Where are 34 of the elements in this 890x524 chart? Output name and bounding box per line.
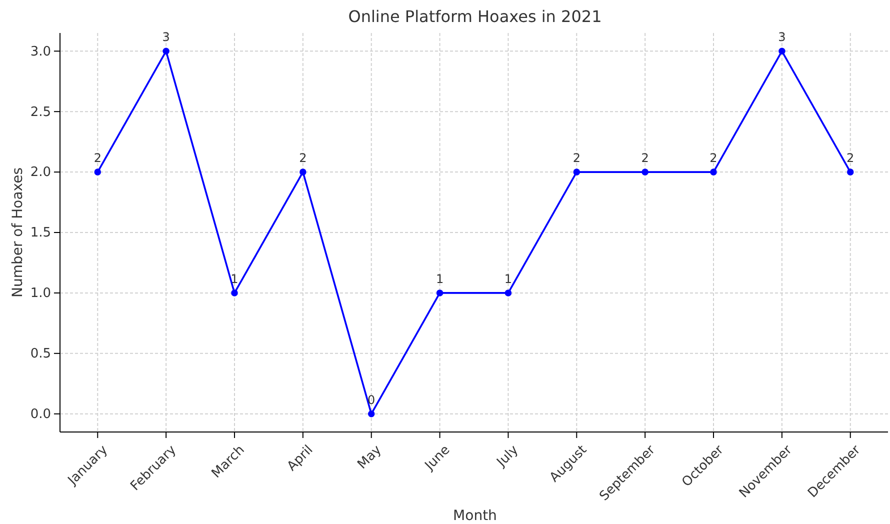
y-tick-label: 3.0 xyxy=(30,44,51,60)
y-tick-label: 0.0 xyxy=(30,407,51,422)
y-tick-label: 2.0 xyxy=(30,165,51,180)
y-axis-title: Number of Hoaxes xyxy=(10,167,26,298)
data-label: 1 xyxy=(230,272,238,286)
data-label: 2 xyxy=(299,151,307,166)
point xyxy=(778,48,786,55)
data-label: 1 xyxy=(436,272,444,286)
point xyxy=(436,290,444,296)
data-label: 2 xyxy=(94,151,102,166)
chart-title: Online Platform Hoaxes in 2021 xyxy=(348,7,602,26)
x-axis-title: Month xyxy=(453,508,497,524)
y-tick-label: 0.5 xyxy=(30,346,51,362)
point xyxy=(504,290,512,296)
point xyxy=(300,168,306,176)
point xyxy=(368,410,375,418)
data-label: 2 xyxy=(572,151,580,166)
data-label: 0 xyxy=(368,392,376,407)
data-label: 2 xyxy=(846,151,854,166)
point xyxy=(94,168,102,176)
data-label: 3 xyxy=(162,30,170,44)
point xyxy=(573,168,580,176)
point xyxy=(162,48,170,55)
point xyxy=(710,168,717,176)
point xyxy=(846,168,854,176)
y-tick-label: 2.5 xyxy=(30,104,51,120)
point xyxy=(231,290,238,296)
y-tick-label: 1.5 xyxy=(30,226,51,241)
point xyxy=(642,168,648,176)
data-label: 1 xyxy=(504,272,512,286)
data-label: 2 xyxy=(641,151,649,166)
data-label: 3 xyxy=(778,30,786,44)
data-label: 2 xyxy=(710,151,718,166)
y-tick-label: 1.0 xyxy=(30,286,51,302)
